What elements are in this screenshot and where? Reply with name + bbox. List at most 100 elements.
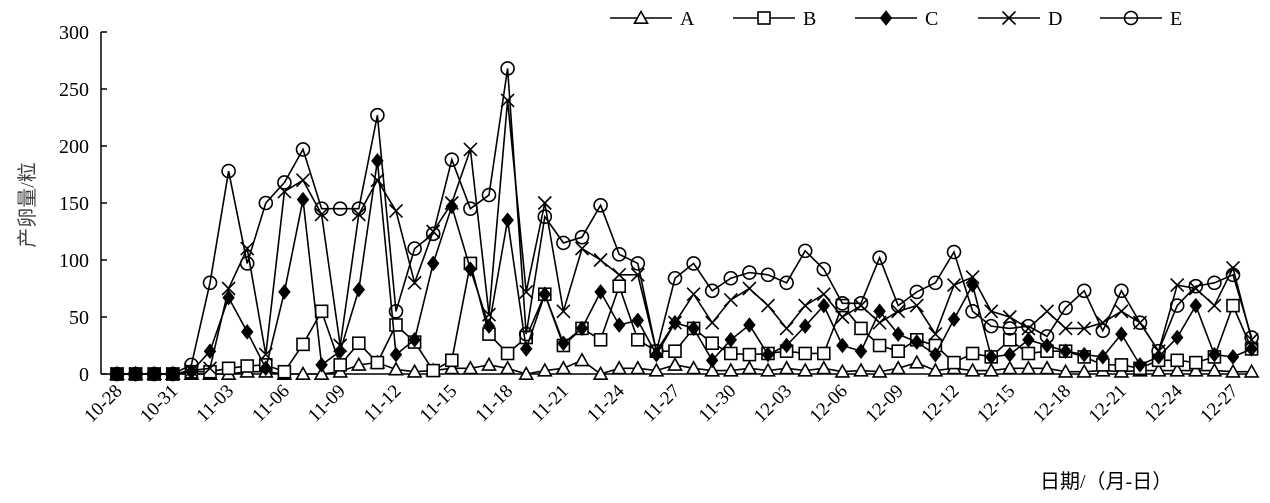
data-point-A (499, 360, 516, 375)
legend: A B C D E (610, 8, 1182, 30)
data-point-A (1039, 360, 1055, 375)
cross-stroke (184, 363, 199, 378)
cross-stroke (630, 267, 645, 282)
data-point-A (1225, 363, 1241, 378)
cross-stroke (574, 241, 590, 256)
data-point-D (630, 267, 645, 282)
data-point-A (722, 362, 739, 377)
data-point-D (984, 304, 999, 319)
data-point-D (221, 281, 236, 296)
data-point-E (407, 241, 422, 256)
data-point-E (518, 326, 534, 342)
cross-stroke (1188, 281, 1203, 296)
cross-stroke (946, 278, 962, 293)
cross-stroke (1002, 309, 1017, 325)
data-point-E (1244, 330, 1259, 345)
cross-stroke (314, 207, 329, 222)
data-point-D (1114, 304, 1129, 319)
data-point-E (686, 256, 701, 271)
data-point-D (1021, 321, 1036, 336)
data-point-C (296, 191, 310, 208)
data-point-A (927, 362, 944, 377)
data-point-C (464, 261, 477, 277)
data-point-E (667, 270, 683, 286)
data-point-E (239, 256, 255, 271)
data-point-E (704, 283, 720, 299)
legend-item-A: A (610, 8, 695, 30)
data-point-A (462, 360, 479, 375)
data-point-A (555, 360, 572, 375)
data-point-E (1114, 283, 1129, 299)
cross-stroke (1001, 10, 1017, 26)
data-point-A (908, 354, 925, 369)
x-tick-label: 11-18 (471, 381, 517, 427)
cross-stroke (891, 304, 906, 319)
legend-label: D (1048, 8, 1062, 30)
y-tick-label: 150 (59, 193, 89, 215)
x-tick-label: 11-15 (416, 381, 462, 427)
legend-marker-E (1123, 10, 1139, 26)
legend-marker-B (757, 11, 771, 25)
x-tick-label: 10-31 (136, 381, 182, 427)
data-point-C (612, 317, 626, 333)
data-point-C (1059, 343, 1072, 359)
cross-stroke (202, 361, 218, 376)
data-point-A (1076, 363, 1093, 378)
legend-label: A (680, 8, 695, 30)
x-axis-label: 日期/（月-日） (1040, 470, 1172, 493)
data-point-E (277, 175, 292, 190)
data-point-A (1057, 363, 1074, 378)
data-point-E (128, 366, 143, 382)
data-point-E (370, 107, 385, 123)
x-tick-label: 12-24 (1141, 380, 1188, 427)
data-point-E (1151, 343, 1166, 359)
data-point-E (500, 61, 515, 76)
data-point-E (146, 366, 162, 382)
data-point-D (1170, 278, 1185, 293)
data-point-B (630, 332, 645, 347)
x-tick-label: 12-09 (862, 381, 908, 427)
data-point-B (798, 346, 813, 361)
cross-stroke (853, 298, 869, 313)
data-point-E (184, 357, 199, 373)
data-point-E (1188, 278, 1204, 294)
data-point-A (1001, 360, 1018, 375)
data-point-D (574, 241, 590, 256)
data-point-E (1132, 315, 1148, 331)
data-point-C (1003, 346, 1017, 363)
y-tick-label: 250 (59, 79, 89, 101)
data-point-C (408, 332, 421, 348)
data-point-B (240, 359, 254, 373)
cross-stroke (221, 281, 236, 296)
data-point-B (816, 346, 831, 361)
data-point-E (611, 247, 627, 262)
data-point-A (834, 363, 851, 378)
x-tick-label: 12-18 (1029, 381, 1075, 427)
data-point-C (854, 343, 868, 359)
cross-stroke (556, 304, 571, 319)
data-point-E (760, 267, 776, 283)
cross-stroke (351, 207, 366, 222)
data-point-D (798, 298, 813, 313)
data-point-B (500, 346, 515, 361)
series-line-E (117, 68, 1253, 375)
data-point-E (481, 187, 497, 203)
legend-label: E (1170, 8, 1182, 30)
data-point-C (575, 320, 589, 337)
series-line-D (117, 100, 1253, 375)
y-tick-label: 200 (59, 136, 89, 158)
data-point-A (574, 352, 590, 367)
data-point-B (668, 344, 682, 359)
data-point-A (760, 362, 776, 377)
data-point-A (536, 362, 553, 377)
series-D (109, 93, 1259, 382)
data-point-A (871, 363, 888, 378)
data-point-D (258, 347, 273, 362)
data-point-E (1039, 329, 1055, 344)
legend-marker-C (879, 10, 893, 26)
data-point-D (1244, 332, 1259, 347)
data-point-D (1039, 304, 1055, 319)
data-point-B (1189, 355, 1203, 370)
data-point-E (332, 201, 348, 216)
data-point-C (687, 320, 700, 337)
